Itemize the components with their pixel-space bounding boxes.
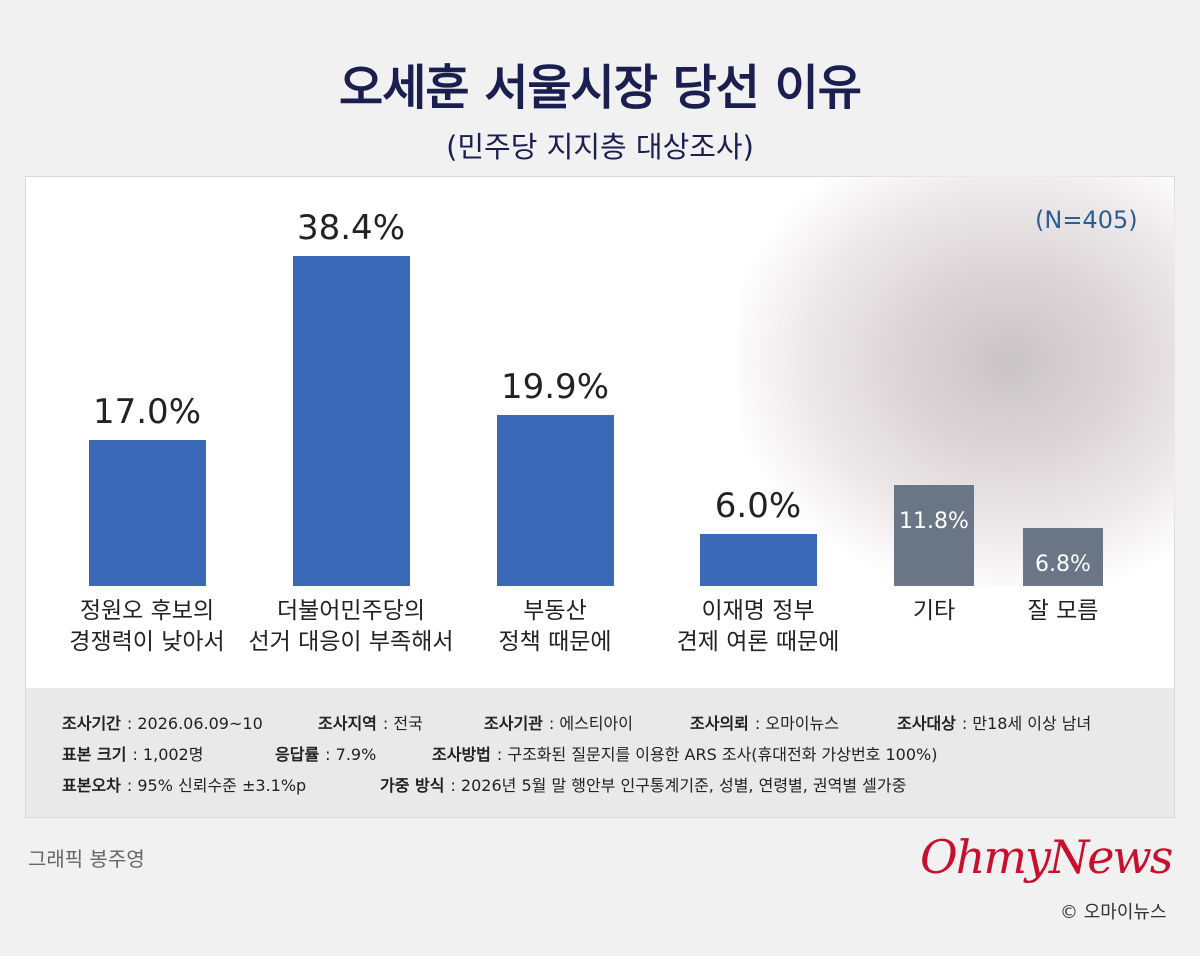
logo: OhmyNews [920,830,1173,884]
info-label: 응답률 [275,745,320,764]
info-item: 조사의뢰 : 오마이뉴스 [690,710,839,734]
x-tick-label: 이재명 정부 견제 여론 때문에 [676,598,840,655]
x-tick-label: 정원오 후보의 경쟁력이 낮아서 [69,598,225,655]
value-label: 38.4% [296,207,405,248]
info-label: 표본 크기 [62,745,127,764]
bar [292,255,410,586]
value-label: 6.0% [714,486,802,527]
bar [699,534,817,586]
value-label: 6.8% [1035,551,1091,577]
credit: 그래픽 봉주영 [28,847,145,871]
chart-subtitle: (민주당 지지층 대상조사) [446,130,754,164]
info-label: 조사방법 [432,745,491,764]
info-value: : 전국 [382,714,423,733]
info-value: : 오마이뉴스 [754,714,839,733]
bar [894,484,974,586]
x-tick-label: 더불어민주당의 선거 대응이 부족해서 [248,598,454,655]
info-item: 조사지역 : 전국 [318,710,423,734]
info-item: 조사기관 : 에스티아이 [484,710,633,734]
info-value: : 만18세 이상 남녀 [961,714,1092,733]
info-value: : 1,002명 [132,745,204,764]
info-label: 조사기관 [484,714,543,733]
value-label: 17.0% [92,391,201,432]
value-label: 11.8% [899,508,969,534]
value-label: 19.9% [500,366,609,407]
bar [496,414,614,586]
info-item: 조사방법 : 구조화된 질문지를 이용한 ARS 조사(휴대전화 가상번호 100… [432,741,937,765]
bar [88,439,206,586]
info-label: 조사지역 [318,714,377,733]
bar [1023,527,1103,586]
info-item: 표본오차 : 95% 신뢰수준 ±3.1%p [62,772,306,796]
x-tick-label: 기타 [912,598,956,624]
info-item: 응답률 : 7.9% [275,741,376,765]
x-tick-label: 부동산 정책 때문에 [498,598,612,655]
sample-note: (N=405) [1035,206,1138,234]
info-item: 표본 크기 : 1,002명 [62,741,203,765]
info-label: 조사대상 [897,714,956,733]
chart-title: 오세훈 서울시장 당선 이유 [339,60,862,116]
info-label: 가중 방식 [380,776,445,795]
info-value: : 에스티아이 [548,714,633,733]
info-value: : 7.9% [325,745,377,764]
info-item: 가중 방식 : 2026년 5월 말 행안부 인구통계기준, 성별, 연령별, 권… [380,772,906,796]
info-value: : 구조화된 질문지를 이용한 ARS 조사(휴대전화 가상번호 100%) [496,745,938,764]
info-value: : 95% 신뢰수준 ±3.1%p [126,776,307,795]
info-value: : 2026.06.09~10 [126,714,263,733]
info-value: : 2026년 5월 말 행안부 인구통계기준, 성별, 연령별, 권역별 셀가… [450,776,907,795]
info-label: 표본오차 [62,776,121,795]
copyright: © 오마이뉴스 [1060,902,1167,923]
x-tick-label: 잘 모름 [1027,598,1099,624]
info-label: 조사기간 [62,714,121,733]
survey-info: 조사기간: 2026.06.09~10 조사지역: 전국 조사기관: 에스티아이 조사… [26,688,1174,817]
info-item: 조사대상 : 만18세 이상 남녀 [897,710,1091,734]
info-label: 조사의뢰 [690,714,749,733]
info-item: 조사기간 : 2026.06.09~10 [62,710,263,734]
